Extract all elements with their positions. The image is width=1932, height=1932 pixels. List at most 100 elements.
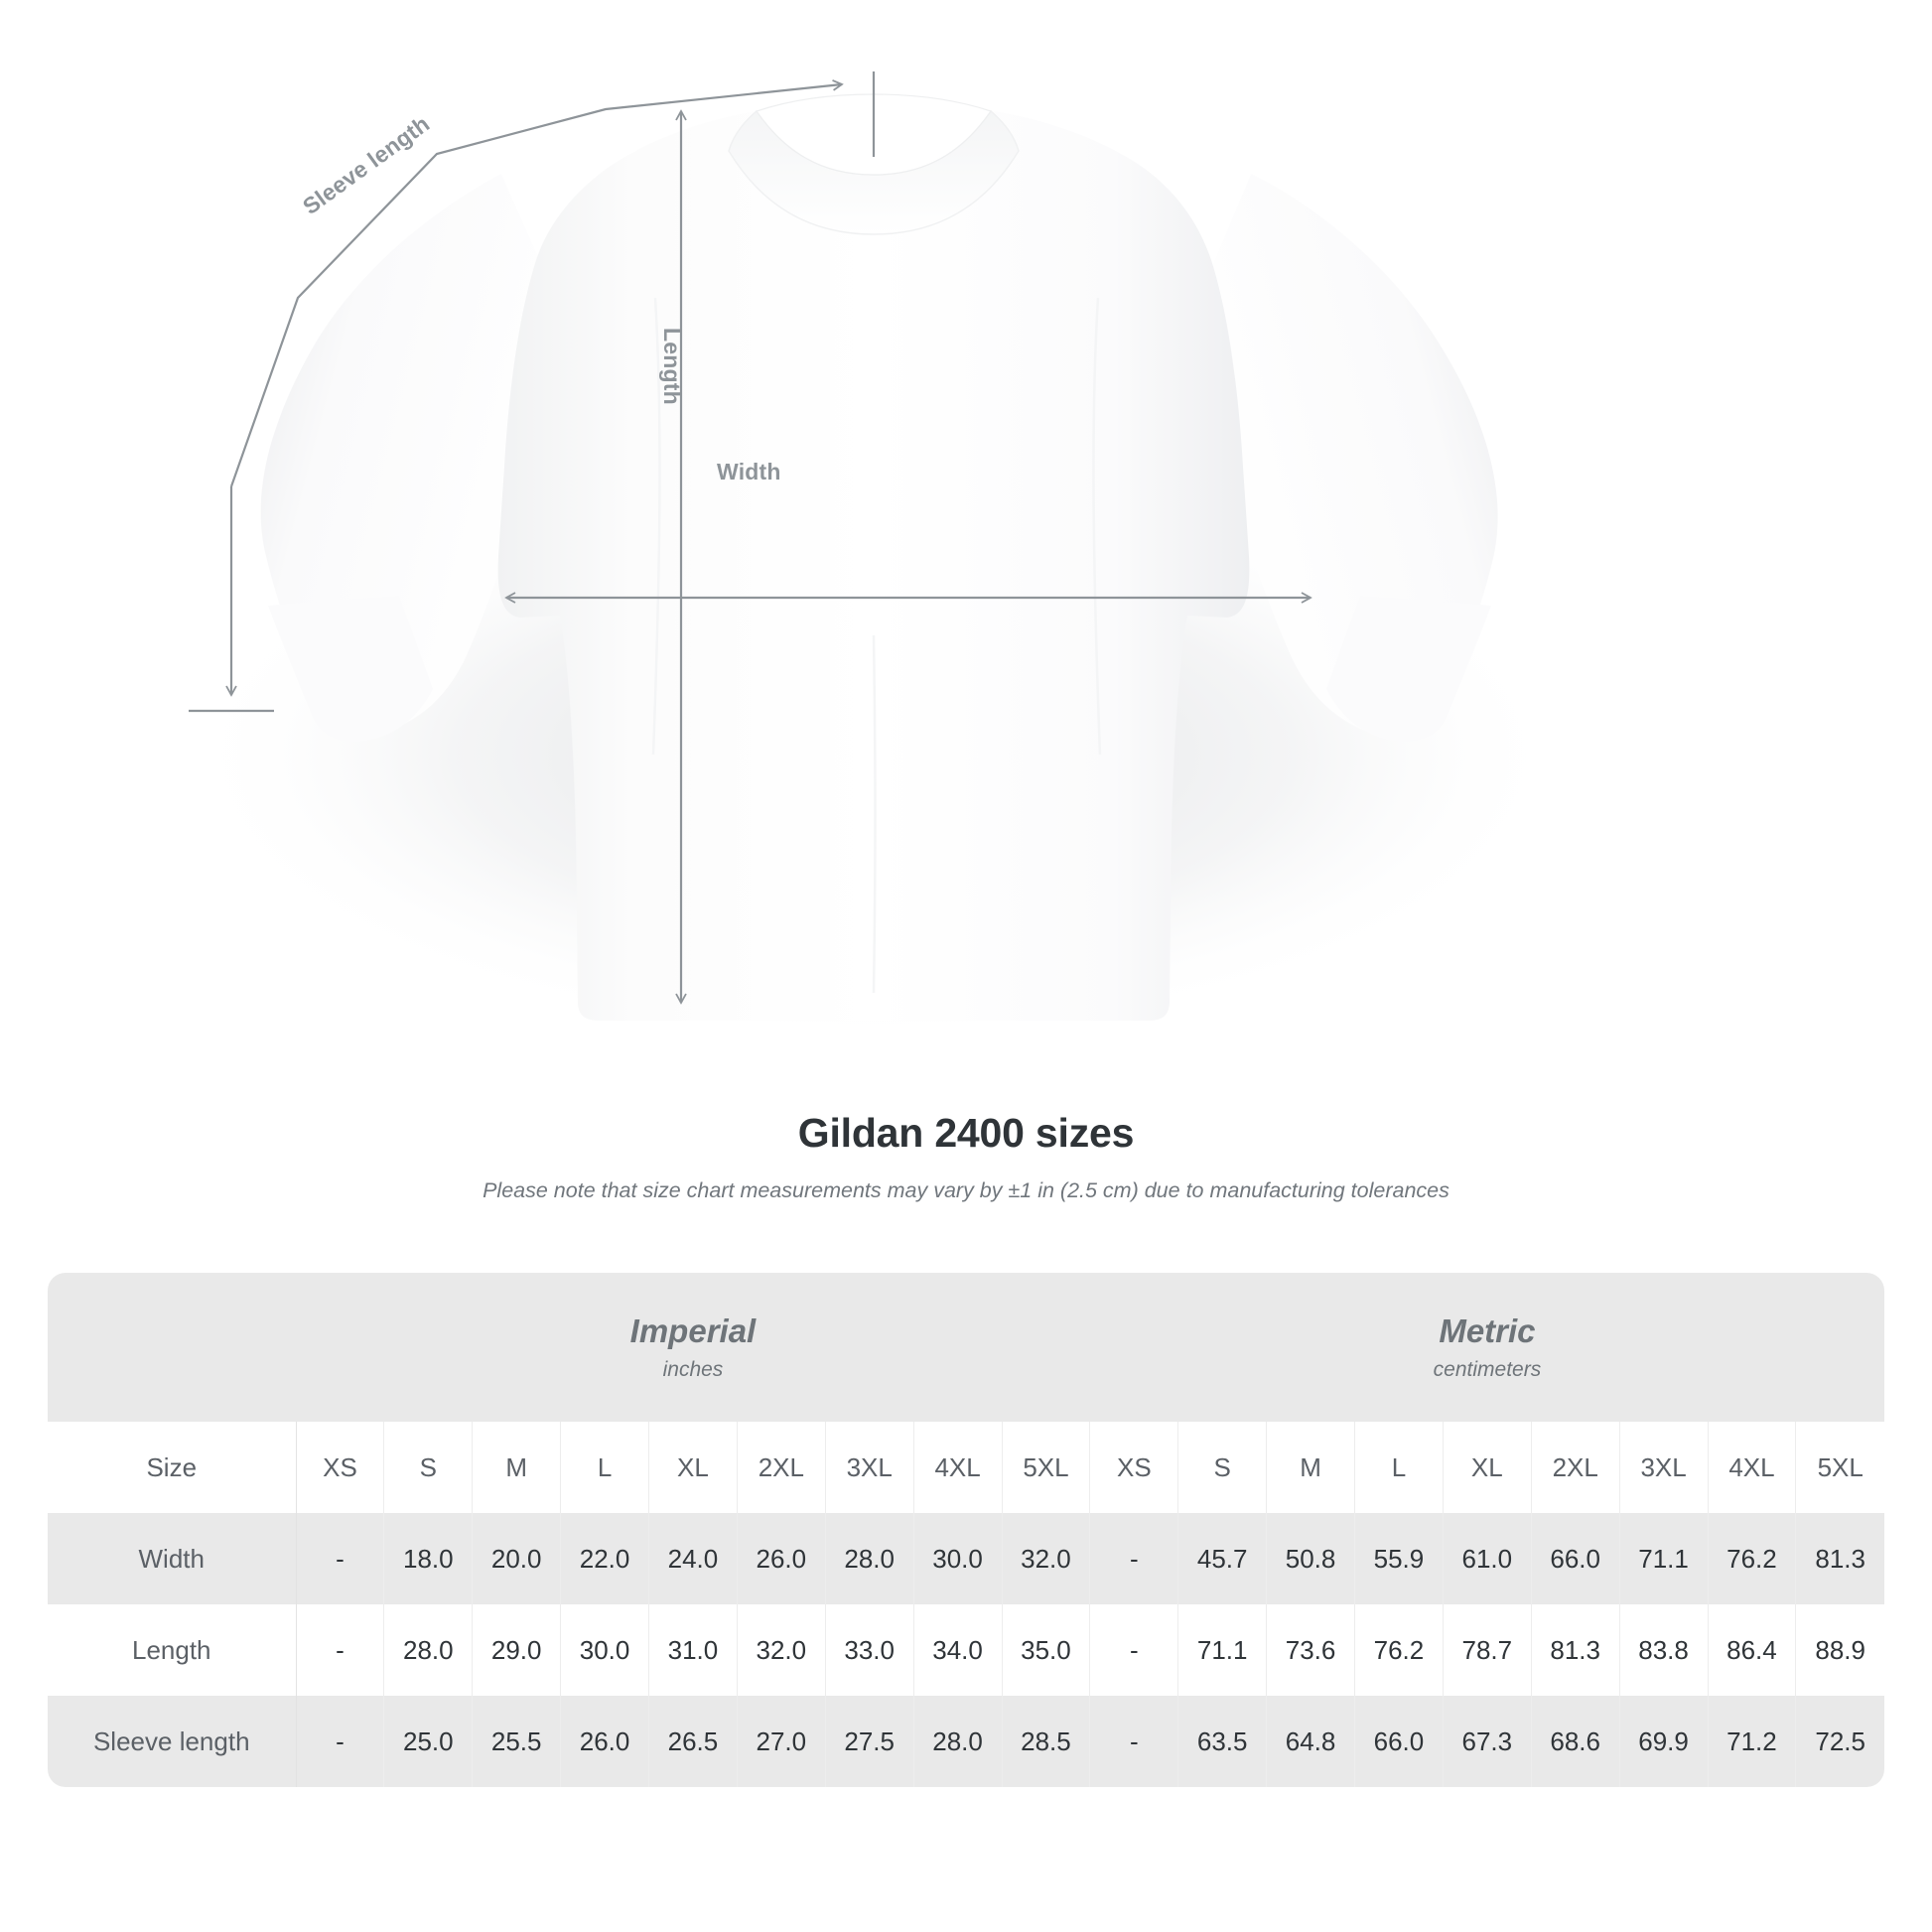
cell-sleeve-length-imperial-4xl: 28.0 xyxy=(913,1696,1003,1787)
cell-width-imperial-5xl: 32.0 xyxy=(1002,1513,1091,1604)
cell-width-imperial-xl: 24.0 xyxy=(648,1513,738,1604)
dimension-lines xyxy=(189,71,1312,1005)
cell-width-metric-l: 55.9 xyxy=(1354,1513,1444,1604)
size-chart-table-wrapper: Imperial inches Metric centimeters Size XS S M L… xyxy=(48,1273,1884,1787)
size-header-imperial-xs: XS xyxy=(296,1422,385,1513)
page-title: Gildan 2400 sizes xyxy=(797,1110,1135,1156)
cell-sleeve-length-metric-m: 64.8 xyxy=(1266,1696,1356,1787)
size-header-metric-5xl: 5XL xyxy=(1795,1422,1884,1513)
cell-length-metric-xl: 78.7 xyxy=(1443,1604,1532,1696)
size-header-imperial-s: S xyxy=(383,1422,474,1513)
cell-length-metric-s: 71.1 xyxy=(1177,1604,1268,1696)
left-cuff xyxy=(268,596,433,742)
cell-length-metric-4xl: 86.4 xyxy=(1708,1604,1797,1696)
cell-length-metric-3xl: 83.8 xyxy=(1619,1604,1709,1696)
cell-sleeve-length-imperial-l: 26.0 xyxy=(560,1696,650,1787)
unit-header-row: Imperial inches Metric centimeters xyxy=(48,1273,1884,1422)
fabric-folds xyxy=(651,297,1102,994)
cell-sleeve-length-imperial-xl: 26.5 xyxy=(648,1696,738,1787)
cell-sleeve-length-imperial-2xl: 27.0 xyxy=(737,1696,826,1787)
cell-sleeve-length-imperial-m: 25.5 xyxy=(472,1696,562,1787)
cell-width-metric-m: 50.8 xyxy=(1266,1513,1356,1604)
sleeve-length-line xyxy=(229,79,844,487)
cell-width-metric-3xl: 71.1 xyxy=(1619,1513,1709,1604)
cell-length-imperial-4xl: 34.0 xyxy=(913,1604,1003,1696)
cell-length-metric-l: 76.2 xyxy=(1354,1604,1444,1696)
cell-length-imperial-2xl: 32.0 xyxy=(737,1604,826,1696)
cell-sleeve-length-imperial-3xl: 27.5 xyxy=(825,1696,914,1787)
row-header-length: Length xyxy=(48,1604,297,1696)
cell-length-imperial-xs: - xyxy=(296,1604,385,1696)
table-row: Width -18.0 20.0 22.0 24.0 26.0 28.0 30.0 32.0-4… xyxy=(48,1513,1884,1604)
cell-sleeve-length-metric-s: 63.5 xyxy=(1177,1696,1268,1787)
size-header-metric-l: L xyxy=(1354,1422,1444,1513)
unit-header-metric: Metric centimeters xyxy=(1089,1273,1884,1422)
size-header-imperial-5xl: 5XL xyxy=(1002,1422,1091,1513)
cell-length-imperial-l: 30.0 xyxy=(560,1604,650,1696)
cell-width-imperial-4xl: 30.0 xyxy=(913,1513,1003,1604)
size-header-metric-s: S xyxy=(1177,1422,1268,1513)
cell-length-metric-2xl: 81.3 xyxy=(1531,1604,1620,1696)
cell-sleeve-length-metric-4xl: 71.2 xyxy=(1708,1696,1797,1787)
right-cuff xyxy=(1326,596,1491,742)
size-header-metric-2xl: 2XL xyxy=(1531,1422,1620,1513)
cell-width-metric-2xl: 66.0 xyxy=(1531,1513,1620,1604)
cell-sleeve-length-imperial-s: 25.0 xyxy=(383,1696,474,1787)
cell-width-imperial-2xl: 26.0 xyxy=(737,1513,826,1604)
size-header-imperial-4xl: 4XL xyxy=(913,1422,1003,1513)
cell-length-imperial-xl: 31.0 xyxy=(648,1604,738,1696)
cell-width-imperial-xs: - xyxy=(296,1513,385,1604)
cell-length-imperial-5xl: 35.0 xyxy=(1002,1604,1091,1696)
row-header-width: Width xyxy=(48,1513,297,1604)
size-header-imperial-l: L xyxy=(560,1422,650,1513)
cell-width-metric-s: 45.7 xyxy=(1177,1513,1268,1604)
size-header-metric-m: M xyxy=(1266,1422,1356,1513)
size-header-imperial-2xl: 2XL xyxy=(737,1422,826,1513)
title-block: Gildan 2400 sizes Please note that size … xyxy=(0,1110,1932,1203)
cell-sleeve-length-metric-xl: 67.3 xyxy=(1443,1696,1532,1787)
size-header-imperial-xl: XL xyxy=(648,1422,738,1513)
cell-length-imperial-3xl: 33.0 xyxy=(825,1604,914,1696)
row-header-sleeve-length: Sleeve length xyxy=(48,1696,297,1787)
tshirt-svg xyxy=(179,71,1569,1042)
cell-width-imperial-s: 18.0 xyxy=(383,1513,474,1604)
unit-subtitle: centimeters xyxy=(1433,1358,1542,1382)
cell-width-metric-xs: - xyxy=(1089,1513,1179,1604)
table-corner-size-label: Size xyxy=(48,1422,297,1513)
left-sleeve xyxy=(260,174,556,736)
cell-sleeve-length-metric-3xl: 69.9 xyxy=(1619,1696,1709,1787)
shirt-body xyxy=(497,103,1250,1021)
cell-width-metric-xl: 61.0 xyxy=(1443,1513,1532,1604)
table-row: Sleeve length -25.0 25.5 26.0 26.5 27.0 27.5 28… xyxy=(48,1696,1884,1787)
cell-width-imperial-l: 22.0 xyxy=(560,1513,650,1604)
cell-sleeve-length-metric-5xl: 72.5 xyxy=(1795,1696,1884,1787)
size-header-imperial-3xl: 3XL xyxy=(825,1422,914,1513)
size-header-row: Size XS S M L XL 2XL 3XL 4XL 5XL XS S M L XL 2XL 3XL 4XL 5… xyxy=(48,1422,1884,1513)
cell-width-imperial-3xl: 28.0 xyxy=(825,1513,914,1604)
cell-sleeve-length-imperial-xs: - xyxy=(296,1696,385,1787)
cell-length-imperial-s: 28.0 xyxy=(383,1604,474,1696)
garment-illustration: Sleeve length Length Width xyxy=(179,71,1569,1042)
cell-length-metric-m: 73.6 xyxy=(1266,1604,1356,1696)
unit-subtitle: inches xyxy=(662,1358,724,1382)
unit-name: Imperial xyxy=(629,1311,757,1349)
cell-width-metric-5xl: 81.3 xyxy=(1795,1513,1884,1604)
size-header-imperial-m: M xyxy=(472,1422,562,1513)
cell-width-imperial-m: 20.0 xyxy=(472,1513,562,1604)
size-header-metric-xl: XL xyxy=(1443,1422,1532,1513)
length-label: Length xyxy=(659,328,685,405)
cell-length-imperial-m: 29.0 xyxy=(472,1604,562,1696)
cell-length-metric-5xl: 88.9 xyxy=(1795,1604,1884,1696)
cell-sleeve-length-metric-2xl: 68.6 xyxy=(1531,1696,1620,1787)
cell-sleeve-length-metric-l: 66.0 xyxy=(1354,1696,1444,1787)
size-header-metric-3xl: 3XL xyxy=(1619,1422,1709,1513)
width-label: Width xyxy=(717,459,781,484)
size-header-metric-4xl: 4XL xyxy=(1708,1422,1797,1513)
size-chart-table: Imperial inches Metric centimeters Size XS S M L… xyxy=(48,1273,1884,1787)
cell-sleeve-length-imperial-5xl: 28.5 xyxy=(1002,1696,1091,1787)
unit-header-imperial: Imperial inches xyxy=(296,1273,1090,1422)
unit-name: Metric xyxy=(1439,1311,1536,1349)
size-header-metric-xs: XS xyxy=(1089,1422,1179,1513)
cell-width-metric-4xl: 76.2 xyxy=(1708,1513,1797,1604)
table-row: Length -28.0 29.0 30.0 31.0 32.0 33.0 34.0 35.0-… xyxy=(48,1604,1884,1696)
